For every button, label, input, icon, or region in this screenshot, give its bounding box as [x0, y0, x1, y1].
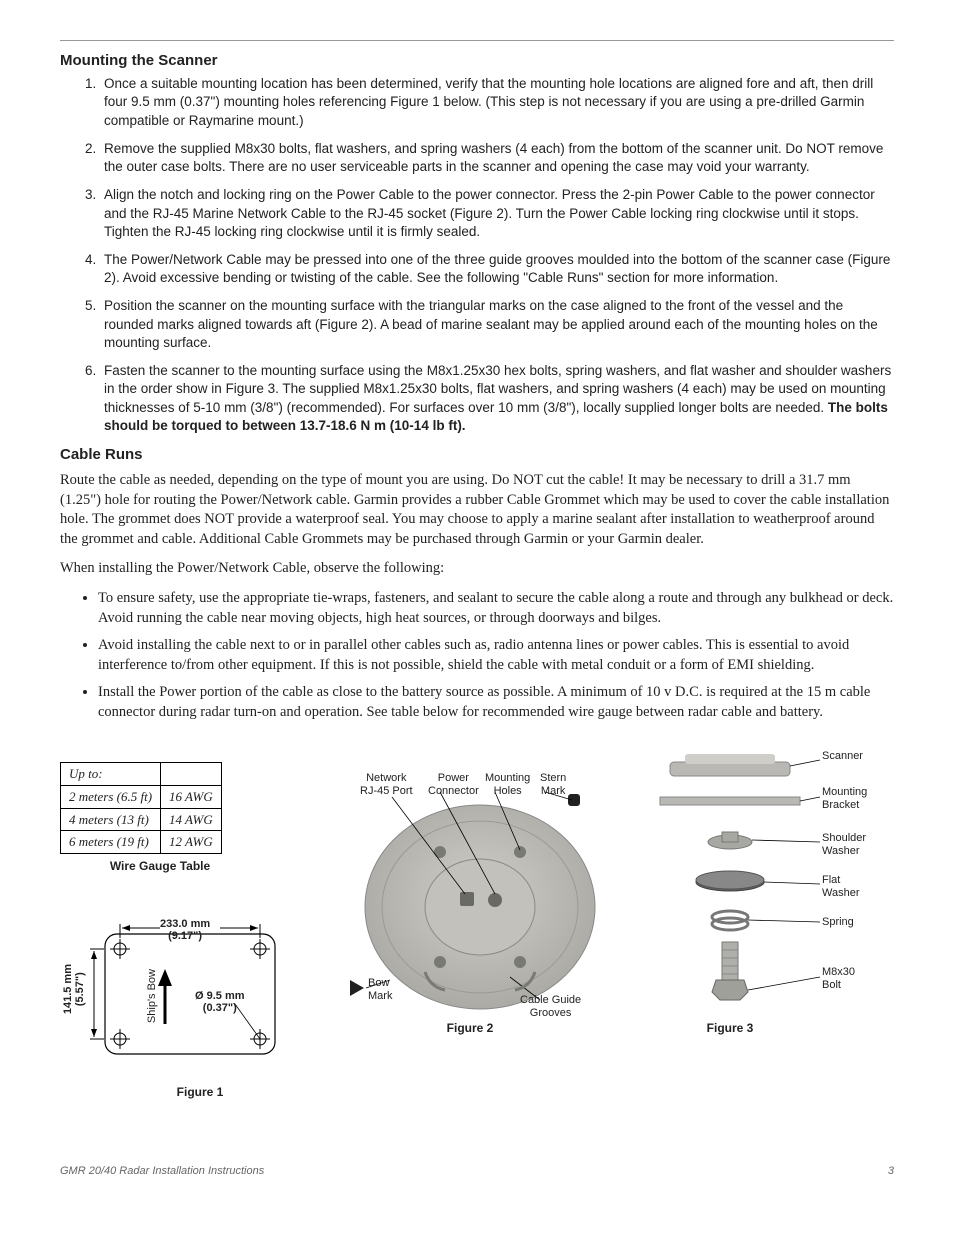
- footer-left: GMR 20/40 Radar Installation Instruction…: [60, 1164, 264, 1179]
- footer-right: 3: [888, 1164, 894, 1179]
- fig3-caption: Figure 3: [650, 1020, 810, 1036]
- fig3-scanner-label: Scanner: [822, 750, 863, 762]
- fig1-width: 233.0 mm (9.17"): [160, 918, 210, 942]
- wire-gauge-table: Up to: 2 meters (6.5 ft)16 AWG 4 meters …: [60, 762, 222, 853]
- fig3-bolt-label: M8x30 Bolt: [822, 966, 855, 990]
- left-column: Up to: 2 meters (6.5 ft)16 AWG 4 meters …: [60, 742, 280, 1093]
- mounting-steps: Once a suitable mounting location has be…: [60, 75, 894, 435]
- fig3-flat-label: Flat Washer: [822, 874, 860, 898]
- wire-table-caption: Wire Gauge Table: [60, 858, 260, 874]
- fig1-ships-bow: Ship's Bow: [145, 969, 160, 1023]
- figure-1: 233.0 mm (9.17") Ø 9.5 mm (0.37") Ship's…: [60, 914, 280, 1094]
- step-1: Once a suitable mounting location has be…: [100, 75, 894, 130]
- figures-row: Up to: 2 meters (6.5 ft)16 AWG 4 meters …: [60, 742, 894, 1093]
- fig2-caption: Figure 2: [310, 1020, 630, 1036]
- fig2-stern-label: Stern Mark: [540, 772, 566, 796]
- heading-cable-runs: Cable Runs: [60, 445, 894, 465]
- fig2-bow-label: Bow Mark: [368, 977, 392, 1001]
- fig1-height: 141.5 mm (5.57"): [62, 964, 86, 1014]
- cable-paragraph-2: When installing the Power/Network Cable,…: [60, 559, 894, 579]
- cable-bullet-1: To ensure safety, use the appropriate ti…: [98, 589, 894, 628]
- fig2-mounting-label: Mounting Holes: [485, 772, 530, 796]
- step-6: Fasten the scanner to the mounting surfa…: [100, 362, 894, 435]
- step-3: Align the notch and locking ring on the …: [100, 186, 894, 241]
- fig2-power-label: Power Connector: [428, 772, 479, 796]
- top-rule: [60, 40, 894, 41]
- fig3-spring-label: Spring: [822, 916, 854, 928]
- cable-bullet-3: Install the Power portion of the cable a…: [98, 683, 894, 722]
- figure-3: Scanner Mounting Bracket Shoulder Washer…: [650, 742, 870, 1042]
- fig2-network-label: Network RJ-45 Port: [360, 772, 413, 796]
- cable-paragraph-1: Route the cable as needed, depending on …: [60, 471, 894, 549]
- cable-bullet-2: Avoid installing the cable next to or in…: [98, 636, 894, 675]
- fig2-cable-guide-label: Cable Guide Grooves: [520, 994, 581, 1018]
- right-column: Network RJ-45 Port Power Connector Mount…: [310, 742, 894, 1042]
- fig3-bracket-label: Mounting Bracket: [822, 786, 867, 810]
- step-2: Remove the supplied M8x30 bolts, flat wa…: [100, 140, 894, 176]
- page-footer: GMR 20/40 Radar Installation Instruction…: [60, 1164, 894, 1179]
- fig3-shoulder-label: Shoulder Washer: [822, 832, 866, 856]
- figure-2: Network RJ-45 Port Power Connector Mount…: [310, 742, 630, 1042]
- fig1-caption: Figure 1: [60, 1084, 310, 1100]
- heading-mounting: Mounting the Scanner: [60, 51, 894, 71]
- step-4: The Power/Network Cable may be pressed i…: [100, 251, 894, 287]
- cable-bullets: To ensure safety, use the appropriate ti…: [60, 589, 894, 722]
- fig1-diam: Ø 9.5 mm (0.37"): [195, 990, 245, 1014]
- step-5: Position the scanner on the mounting sur…: [100, 297, 894, 352]
